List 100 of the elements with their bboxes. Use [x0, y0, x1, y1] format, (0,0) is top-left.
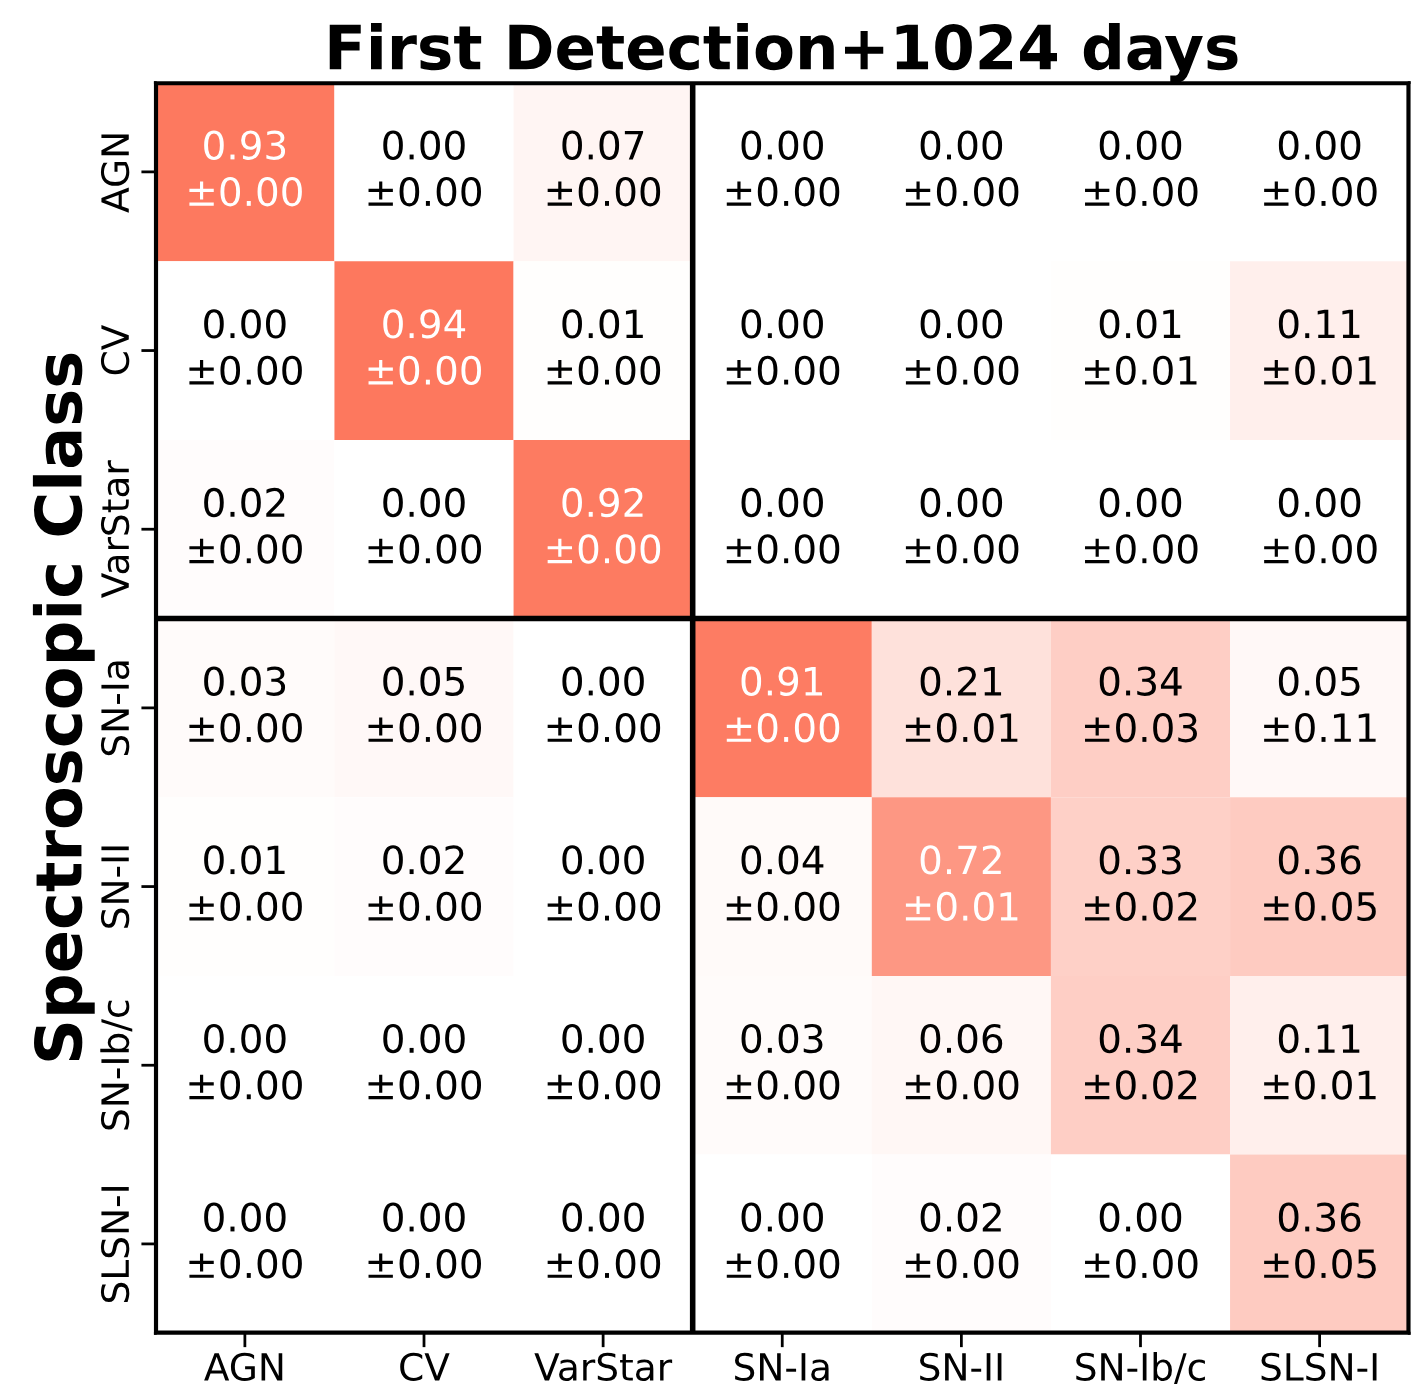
data-label: 0.00	[204, 1023, 286, 1054]
data-label: 0.00	[1099, 130, 1182, 160]
y-tick-label: VarStar	[100, 460, 130, 598]
annotation: ±0.00	[547, 534, 661, 564]
annotation: ±0.00	[368, 534, 482, 564]
annotation: ±0.00	[726, 1249, 840, 1279]
data-label: 0.00	[920, 130, 1003, 160]
data-label: 0.00	[562, 1202, 644, 1232]
annotation: ±0.00	[547, 1249, 661, 1279]
annotation: ±0.00	[905, 534, 1019, 564]
annotation: ±0.00	[1085, 534, 1198, 564]
annotation: ±0.00	[547, 1070, 661, 1100]
annotation: ±0.00	[905, 176, 1019, 207]
annotation: ±0.02	[1085, 1070, 1197, 1100]
data-label: 0.02	[383, 845, 464, 875]
data-label: 0.00	[741, 487, 823, 518]
data-label: 0.00	[1278, 487, 1361, 518]
data-label: 0.92	[562, 487, 643, 518]
annotation: ±0.00	[189, 176, 302, 207]
annotation: ±0.00	[368, 176, 482, 207]
annotation: ±0.01	[1264, 355, 1376, 386]
data-label: 0.00	[204, 309, 286, 339]
annotation: ±0.01	[1085, 355, 1197, 386]
x-tick-label: SN-Ia	[735, 1352, 829, 1382]
annotation: ±0.02	[1085, 891, 1197, 922]
data-label: 0.06	[920, 1023, 1003, 1054]
annotation: ±0.00	[726, 176, 840, 207]
annotation: ±0.00	[189, 355, 302, 386]
annotation: ±0.00	[905, 1249, 1019, 1279]
data-label: 0.00	[383, 1023, 465, 1054]
annotation: ±0.00	[189, 1249, 302, 1279]
data-label: 0.00	[741, 130, 823, 160]
annotation: ±0.05	[1264, 1249, 1376, 1279]
data-label: 0.11	[1278, 1023, 1360, 1054]
data-label: 0.93	[204, 130, 286, 160]
annotation: ±0.00	[1264, 534, 1377, 564]
y-tick-label: AGN	[100, 134, 130, 213]
x-tick-label: SN-Ib/c	[1076, 1352, 1205, 1384]
data-label: 0.01	[204, 845, 285, 875]
data-label: 0.36	[1278, 845, 1361, 875]
data-label: 0.00	[1099, 487, 1182, 518]
data-label: 0.00	[1099, 1202, 1182, 1232]
data-label: 0.03	[741, 1023, 823, 1054]
annotation: ±0.00	[726, 1070, 840, 1100]
annotation: ±0.01	[1264, 1070, 1376, 1100]
data-label: 0.72	[920, 845, 1001, 875]
annotation: ±0.05	[1264, 891, 1376, 922]
annotation: ±0.00	[368, 355, 482, 386]
data-label: 0.01	[562, 309, 643, 339]
annotation: ±0.00	[547, 712, 661, 743]
data-label: 0.00	[562, 1023, 644, 1054]
annotation: ±0.00	[189, 1070, 302, 1100]
data-label: 0.11	[1278, 309, 1360, 339]
annotation: ±0.00	[1085, 1249, 1198, 1279]
data-label: 0.05	[1278, 666, 1360, 696]
y-tick-label: CV	[100, 324, 130, 375]
data-label: 0.00	[920, 487, 1003, 518]
data-label: 0.33	[1099, 845, 1181, 875]
annotation: ±0.00	[189, 891, 302, 922]
y-tick-label: SN-Ia	[100, 661, 130, 756]
annotation: ±0.00	[726, 891, 840, 922]
x-tick-label: SLSN-I	[1261, 1352, 1377, 1382]
annotation: ±0.00	[1085, 176, 1198, 207]
data-label: 0.00	[383, 487, 465, 518]
annotation: ±0.00	[726, 534, 840, 564]
data-label: 0.00	[741, 309, 823, 339]
y-tick-label: SN-II	[100, 846, 130, 928]
data-label: 0.34	[1099, 666, 1182, 696]
annotation: ±0.00	[368, 1249, 482, 1279]
data-label: 0.00	[562, 845, 644, 875]
x-tick-label: AGN	[204, 1352, 283, 1382]
data-label: 0.01	[1099, 309, 1181, 339]
annotation: ±0.01	[905, 712, 1018, 743]
annotation: ±0.00	[726, 712, 840, 743]
annotation: ±0.00	[905, 355, 1019, 386]
data-label: 0.02	[204, 487, 285, 518]
data-label: 0.00	[383, 130, 465, 160]
data-label: 0.36	[1278, 1202, 1361, 1232]
annotation: ±0.00	[368, 712, 482, 743]
data-label: 0.02	[920, 1202, 1001, 1232]
data-label: 0.21	[920, 666, 1002, 696]
data-label: 0.00	[920, 309, 1003, 339]
annotation: ±0.00	[189, 712, 302, 743]
annotation: ±0.00	[547, 176, 661, 207]
annotation: ±0.00	[547, 891, 661, 922]
annotation: ±0.00	[368, 891, 482, 922]
data-label: 0.91	[741, 666, 822, 696]
data-label: 0.03	[204, 666, 286, 696]
data-label: 0.05	[383, 666, 464, 696]
data-label: 0.00	[562, 666, 644, 696]
data-label: 0.00	[741, 1202, 823, 1232]
y-tick-label: SLSN-I	[100, 1187, 130, 1303]
data-label: 0.04	[741, 845, 824, 875]
annotation: ±0.00	[905, 1070, 1019, 1100]
annotation: ±0.00	[726, 355, 840, 386]
data-label: 0.00	[1278, 130, 1361, 160]
y-tick-label: SN-Ib/c	[100, 1000, 133, 1130]
data-label: 0.07	[562, 130, 644, 160]
annotation: ±0.11	[1264, 712, 1376, 743]
x-tick-label: CV	[400, 1352, 450, 1382]
